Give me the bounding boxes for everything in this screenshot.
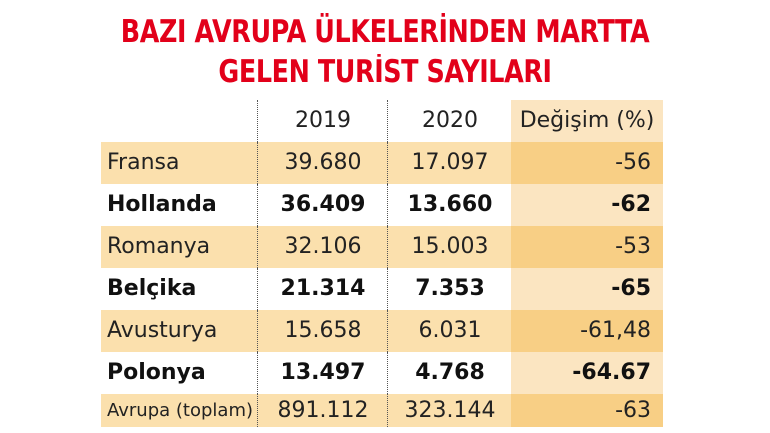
value-2020-cell: 323.144 [387, 394, 512, 427]
country-cell: Romanya [101, 226, 257, 268]
change-cell: -62 [511, 184, 663, 226]
table-row: Romanya 32.106 15.003 -53 [101, 226, 663, 268]
table-row: Hollanda 36.409 13.660 -62 [101, 184, 663, 226]
change-cell: -56 [511, 142, 663, 184]
value-2020-cell: 4.768 [387, 352, 512, 394]
country-cell: Polonya [107, 360, 206, 385]
header-change: Değişim (%) [511, 100, 663, 142]
table-header-row: 2019 2020 Değişim (%) [101, 100, 663, 142]
country-cell: Belçika [107, 276, 197, 301]
table-row: Polonya 13.497 4.768 -64.67 [101, 352, 663, 394]
change-cell: -63 [511, 394, 663, 427]
country-cell: Hollanda [107, 192, 217, 217]
table-row: Fransa 39.680 17.097 -56 [101, 142, 663, 184]
chart-title-line-1: BAZI AVRUPA ÜLKELERİNDEN MARTTA [120, 14, 650, 50]
value-2019-cell: 39.680 [257, 142, 388, 184]
value-2020-cell: 17.097 [387, 142, 512, 184]
country-cell: Fransa [101, 142, 257, 184]
country-cell: Avrupa (toplam) [101, 394, 257, 427]
value-2020-cell: 7.353 [387, 268, 512, 310]
value-2019-cell: 13.497 [257, 352, 388, 394]
table-row: Belçika 21.314 7.353 -65 [101, 268, 663, 310]
table-row: Avrupa (toplam) 891.112 323.144 -63 [101, 394, 663, 427]
value-2020-cell: 15.003 [387, 226, 512, 268]
value-2019-cell: 891.112 [257, 394, 388, 427]
header-2019: 2019 [257, 100, 388, 142]
change-cell: -61,48 [511, 310, 663, 352]
value-2020-cell: 13.660 [387, 184, 512, 226]
change-cell: -53 [511, 226, 663, 268]
header-2020: 2020 [387, 100, 512, 142]
country-cell: Avusturya [101, 310, 257, 352]
tourist-table: 2019 2020 Değişim (%) Fransa 39.680 17.097… [101, 100, 663, 427]
change-cell: -65 [511, 268, 663, 310]
table-row: Avusturya 15.658 6.031 -61,48 [101, 310, 663, 352]
chart-title-line-2: GELEN TURİST SAYILARI [218, 54, 552, 90]
change-cell: -64.67 [511, 352, 663, 394]
value-2019-cell: 21.314 [257, 268, 388, 310]
header-country [101, 100, 257, 142]
value-2020-cell: 6.031 [387, 310, 512, 352]
value-2019-cell: 15.658 [257, 310, 388, 352]
value-2019-cell: 36.409 [257, 184, 388, 226]
value-2019-cell: 32.106 [257, 226, 388, 268]
